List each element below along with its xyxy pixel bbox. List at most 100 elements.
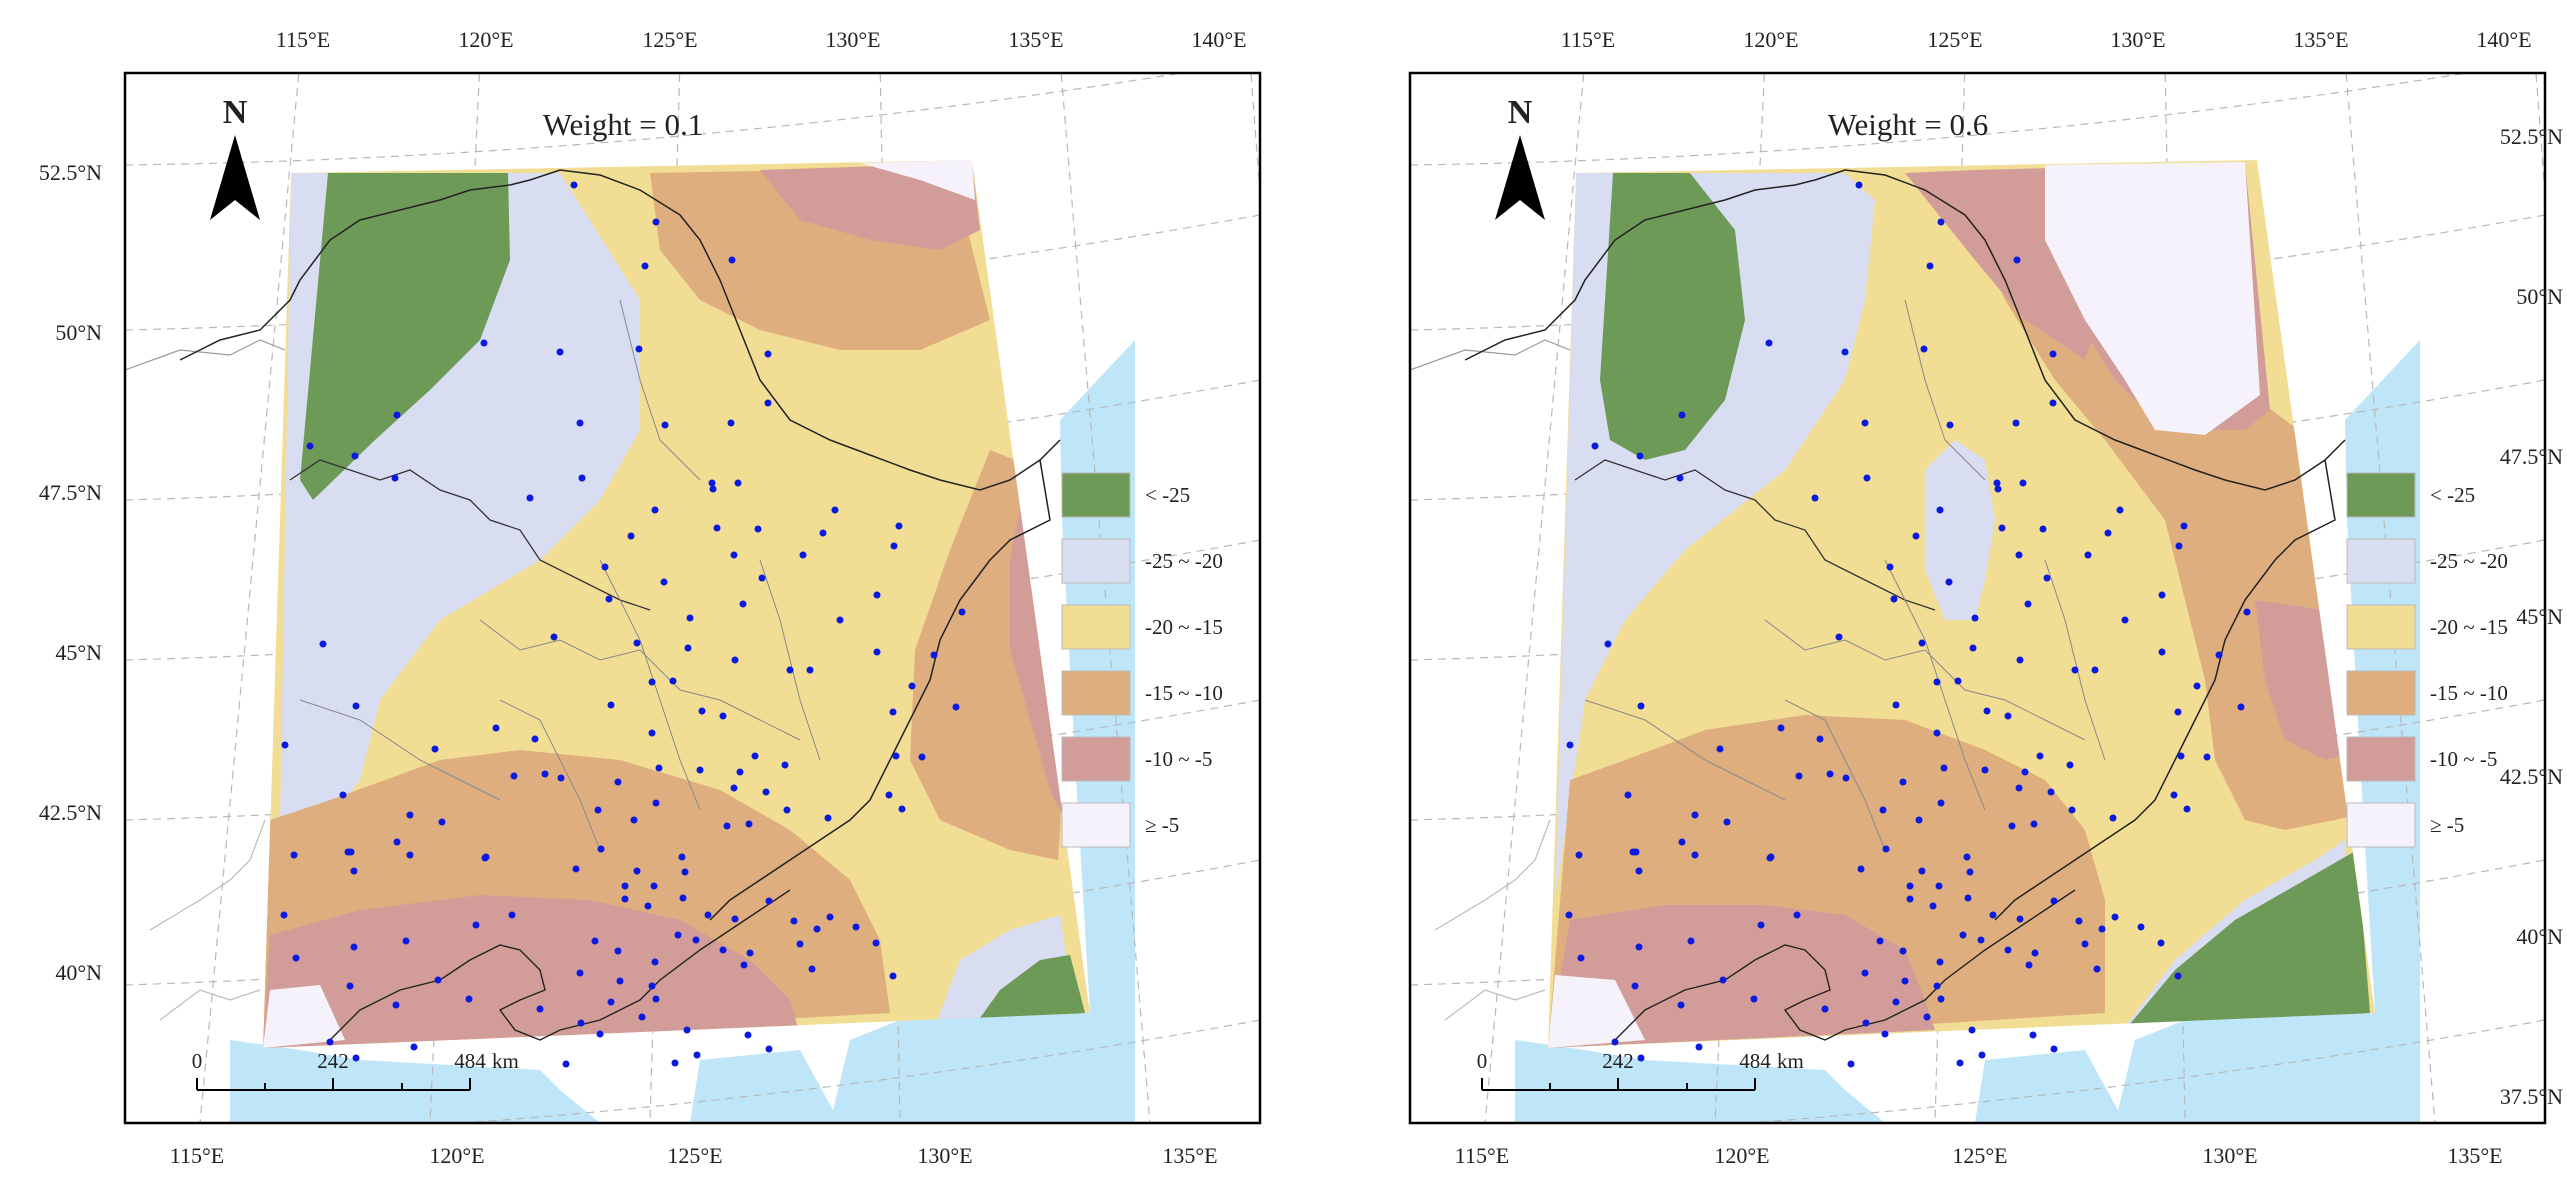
station-dot [1635, 943, 1643, 951]
province-borders [1584, 299, 2106, 851]
station-dot [650, 882, 658, 890]
station-dot [2036, 752, 2044, 760]
station-dot [480, 339, 488, 347]
station-dot [1816, 735, 1824, 743]
outer-border-line [125, 339, 286, 371]
scale-unit: km [492, 1049, 519, 1073]
station-dot [652, 799, 660, 807]
legend-swatch [1061, 670, 1131, 716]
class-region [860, 160, 975, 200]
legend-label: -25 ~ -20 [1145, 549, 1223, 573]
station-dot [2175, 542, 2183, 550]
station-dot [2109, 814, 2117, 822]
station-dot [2183, 805, 2191, 813]
legend-swatch [2346, 670, 2416, 716]
station-dot [541, 770, 549, 778]
station-dot [1994, 485, 2002, 493]
station-dot [1835, 633, 1843, 641]
station-dot [621, 895, 629, 903]
station-dot [550, 633, 558, 641]
class-region [1925, 170, 2375, 830]
bottom-longitude-label: 115°E [1455, 1143, 1509, 1168]
map-body: Weight = 0.6 N 0 242 484 km < -25 -25 ~ -20 -20 … [1410, 73, 2545, 1123]
station-dot [638, 1013, 646, 1021]
station-dot [352, 1054, 360, 1062]
station-dot [644, 902, 652, 910]
station-dot [597, 845, 605, 853]
station-dot [605, 595, 613, 603]
top-longitude-label: 120°E [1743, 27, 1798, 52]
station-dot [482, 853, 490, 861]
station-dot [652, 995, 660, 1003]
station-dot [852, 923, 860, 931]
station-dot [693, 1051, 701, 1059]
stations [280, 181, 966, 1068]
border-line [289, 459, 651, 611]
station-dot [826, 913, 834, 921]
station-dot [1636, 452, 1644, 460]
scale-label-242: 242 [1602, 1049, 1634, 1073]
station-dot [2193, 682, 2201, 690]
station-dot [783, 806, 791, 814]
station-dot [831, 506, 839, 514]
station-dot [1933, 729, 1941, 737]
station-dot [438, 818, 446, 826]
province-border-line [1884, 559, 1986, 811]
station-dot [739, 600, 747, 608]
station-dot [594, 806, 602, 814]
station-dot [704, 911, 712, 919]
station-dot [2013, 256, 2021, 264]
station-dot [1912, 532, 1920, 540]
station-dot [836, 616, 844, 624]
station-dot [306, 442, 314, 450]
station-dot [1691, 811, 1699, 819]
station-dot [1777, 724, 1785, 732]
station-dot [684, 644, 692, 652]
station-dot [2091, 666, 2099, 674]
legend-swatch [2346, 604, 2416, 650]
north-arrow-icon [1495, 135, 1545, 220]
coastline [329, 889, 791, 1041]
station-dot [2050, 1045, 2058, 1053]
station-dot [1631, 982, 1639, 990]
outer-border-line [1444, 989, 1546, 1021]
station-dot [1956, 1059, 1964, 1067]
station-dot [723, 822, 731, 830]
station-dot [393, 838, 401, 846]
province-border-line [759, 559, 821, 761]
station-dot [1750, 995, 1758, 1003]
station-dot [2071, 666, 2079, 674]
station-dot [2015, 784, 2023, 792]
station-dot [660, 578, 668, 586]
station-dot [709, 485, 717, 493]
station-dot [577, 1019, 585, 1027]
top-longitude-label: 130°E [2110, 27, 2165, 52]
station-dot [730, 784, 738, 792]
station-dot [641, 262, 649, 270]
station-dot [2121, 616, 2129, 624]
station-dot [799, 551, 807, 559]
station-dot [434, 976, 442, 984]
legend-label: -15 ~ -10 [1145, 681, 1223, 705]
station-dot [492, 724, 500, 732]
station-dot [393, 411, 401, 419]
station-dot [1946, 421, 1954, 429]
left-latitude-label: 45°N [55, 640, 102, 665]
bottom-longitude-label: 135°E [2447, 1143, 2502, 1168]
class-region [1905, 170, 2095, 360]
station-dot [2104, 529, 2112, 537]
scale-label-484: 484 [1739, 1049, 1771, 1073]
station-dot [2157, 939, 2165, 947]
province-border-line [599, 559, 701, 811]
station-dot [2030, 820, 2038, 828]
station-dot [1978, 1051, 1986, 1059]
left-latitude-label: 40°N [55, 960, 102, 985]
station-dot [1861, 419, 1869, 427]
station-dot [708, 479, 716, 487]
map-frame [123, 71, 1262, 1125]
station-dot [1716, 745, 1724, 753]
map-panel-weight-0-6: Weight = 0.6 N 0 242 484 km < -25 -25 ~ -20 -20 … [1285, 0, 2570, 1198]
legend-swatch [2346, 538, 2416, 584]
north-label: N [223, 94, 248, 131]
